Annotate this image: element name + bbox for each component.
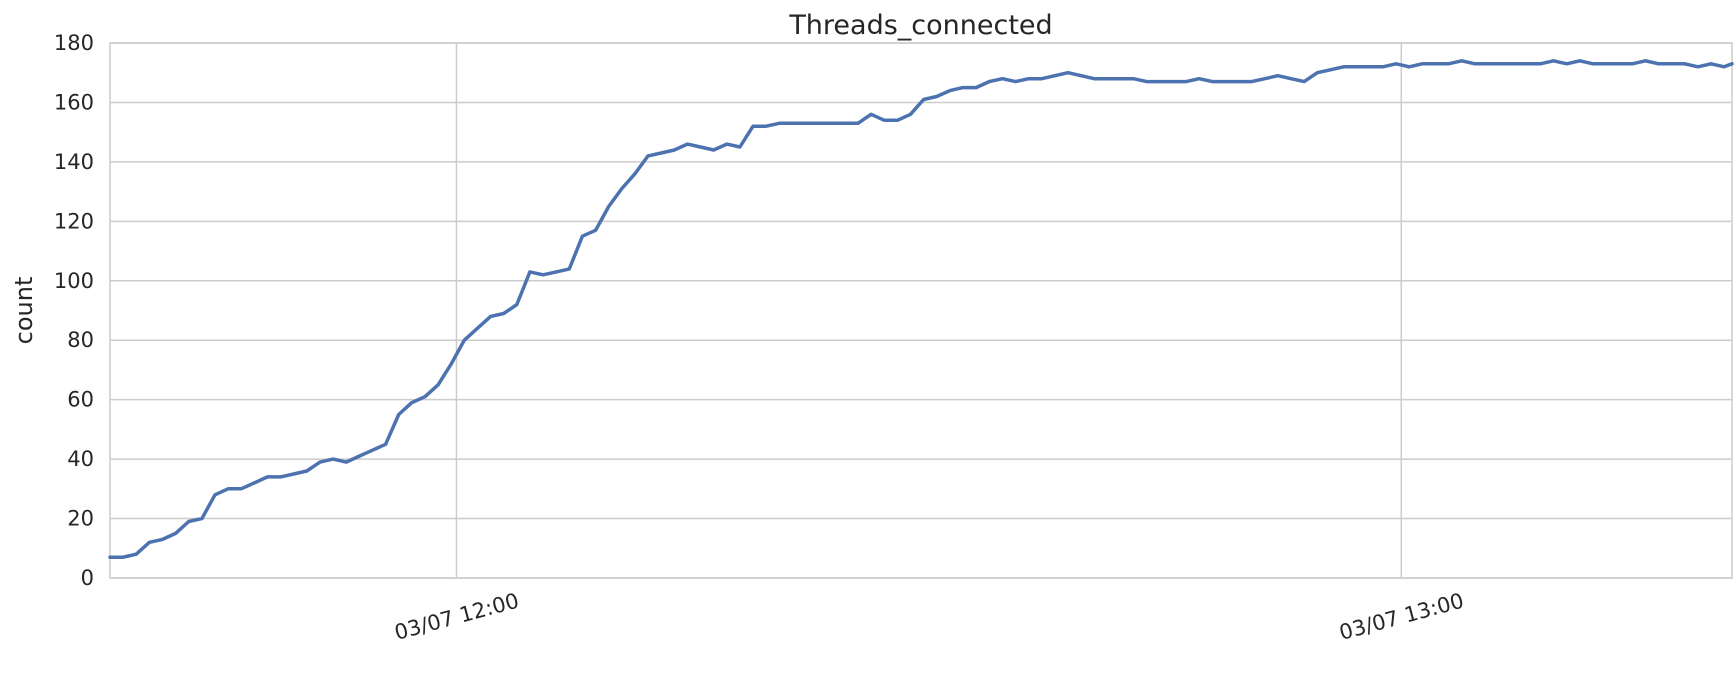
chart-title: Threads_connected	[788, 10, 1052, 41]
y-tick-labels: 0 20 40 60 80 100 120 140 160 180	[54, 31, 94, 590]
plot-frame	[109, 42, 1733, 579]
y-tick-label: 100	[54, 269, 94, 293]
x-tick-label: 03/07 12:00	[392, 589, 522, 645]
y-tick-label: 140	[54, 150, 94, 174]
y-tick-label: 40	[67, 447, 94, 471]
y-tick-label: 0	[81, 566, 94, 590]
y-tick-label: 180	[54, 31, 94, 55]
x-gridlines	[455, 43, 1403, 578]
series-layer	[108, 59, 1734, 559]
y-tick-label: 120	[54, 209, 94, 233]
x-tick-labels: 03/07 12:00 03/07 13:00	[392, 589, 1466, 645]
series-line-0	[108, 59, 1734, 559]
y-tick-label: 20	[67, 507, 94, 531]
y-gridlines	[110, 42, 1732, 579]
y-tick-label: 60	[67, 388, 94, 412]
y-tick-label: 80	[67, 328, 94, 352]
y-axis-label: count	[10, 277, 38, 345]
y-tick-label: 160	[54, 90, 94, 114]
x-tick-label: 03/07 13:00	[1337, 589, 1467, 645]
